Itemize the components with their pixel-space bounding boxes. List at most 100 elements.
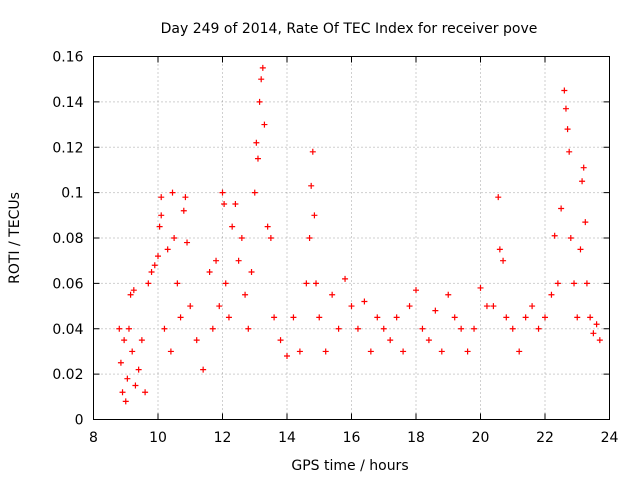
data-point: [496, 246, 503, 253]
data-point: [242, 291, 249, 298]
data-point: [348, 303, 355, 310]
data-point: [522, 314, 529, 321]
data-point: [574, 314, 581, 321]
data-point: [161, 325, 168, 332]
data-point: [558, 205, 565, 212]
y-tick-label: 0.12: [52, 140, 83, 156]
data-point: [117, 359, 124, 366]
data-point: [145, 280, 152, 287]
data-point: [542, 314, 548, 321]
data-point: [413, 287, 419, 294]
data-point: [562, 105, 569, 112]
data-point: [567, 235, 574, 241]
data-point: [238, 235, 245, 241]
data-point: [529, 303, 536, 310]
data-point: [232, 200, 239, 207]
data-point: [253, 139, 260, 146]
data-point: [490, 303, 497, 310]
data-point: [127, 291, 134, 298]
data-point: [284, 352, 290, 359]
data-point: [303, 280, 310, 287]
data-point: [590, 330, 597, 337]
data-point: [464, 348, 471, 355]
data-point: [500, 257, 507, 264]
data-point: [130, 287, 137, 294]
data-point: [361, 298, 368, 305]
data-point: [432, 307, 439, 314]
data-point: [451, 314, 458, 321]
data-point: [167, 348, 174, 355]
data-point: [116, 325, 123, 332]
data-point: [393, 314, 400, 321]
data-point: [322, 348, 329, 355]
data-point: [551, 232, 558, 239]
data-point: [419, 325, 426, 332]
data-point: [222, 280, 229, 287]
data-point: [135, 366, 142, 373]
data-point: [308, 182, 315, 189]
data-point: [503, 314, 510, 321]
y-tick-label: 0: [75, 413, 84, 429]
data-point: [316, 314, 323, 321]
data-point: [329, 291, 336, 298]
data-point: [354, 325, 361, 332]
data-point: [471, 325, 478, 332]
data-point: [259, 64, 266, 71]
data-point: [458, 325, 465, 332]
x-tick-label: 20: [472, 430, 490, 446]
data-point: [583, 280, 590, 287]
data-point: [264, 223, 271, 230]
data-point: [254, 155, 261, 162]
data-point: [387, 337, 394, 344]
data-point: [596, 337, 603, 344]
data-point: [129, 348, 136, 355]
data-point: [156, 223, 163, 230]
y-tick-label: 0.14: [52, 95, 83, 111]
data-point: [235, 257, 242, 264]
data-point: [548, 291, 555, 298]
x-tick-label: 24: [601, 430, 619, 446]
x-tick-label: 12: [214, 430, 232, 446]
data-point: [138, 337, 145, 344]
data-point: [132, 382, 139, 389]
data-point: [182, 194, 189, 201]
data-points: [116, 64, 603, 405]
data-point: [169, 189, 176, 196]
data-point: [367, 348, 374, 355]
data-point: [374, 314, 381, 321]
data-point: [577, 246, 584, 253]
data-point: [580, 164, 587, 171]
data-point: [164, 246, 171, 253]
data-point: [425, 337, 432, 344]
data-point: [155, 253, 161, 260]
data-point: [261, 121, 268, 128]
data-point: [251, 189, 258, 196]
data-point: [193, 337, 200, 344]
data-point: [477, 284, 484, 291]
data-point: [509, 325, 516, 332]
data-point: [187, 303, 194, 310]
data-point: [200, 366, 207, 373]
data-point: [221, 200, 228, 207]
y-tick-labels: 0 0.02 0.04 0.06 0.08 0.1 0.12 0.14 0.16: [52, 50, 83, 429]
data-point: [209, 325, 216, 332]
data-point: [290, 314, 297, 321]
data-point: [342, 275, 349, 282]
data-point: [296, 348, 303, 355]
data-point: [400, 348, 407, 355]
data-point: [564, 126, 571, 133]
x-tick-label: 22: [536, 430, 554, 446]
data-point: [311, 212, 318, 219]
data-point: [119, 389, 126, 396]
y-tick-label: 0.02: [52, 367, 83, 383]
y-tick-label: 0.06: [52, 276, 83, 292]
data-point: [593, 321, 600, 328]
data-point: [561, 87, 568, 94]
data-point: [271, 314, 278, 321]
x-tick-label: 16: [343, 430, 361, 446]
data-point: [174, 280, 181, 287]
data-point: [206, 269, 213, 276]
data-point: [256, 98, 263, 105]
data-point: [180, 207, 187, 214]
